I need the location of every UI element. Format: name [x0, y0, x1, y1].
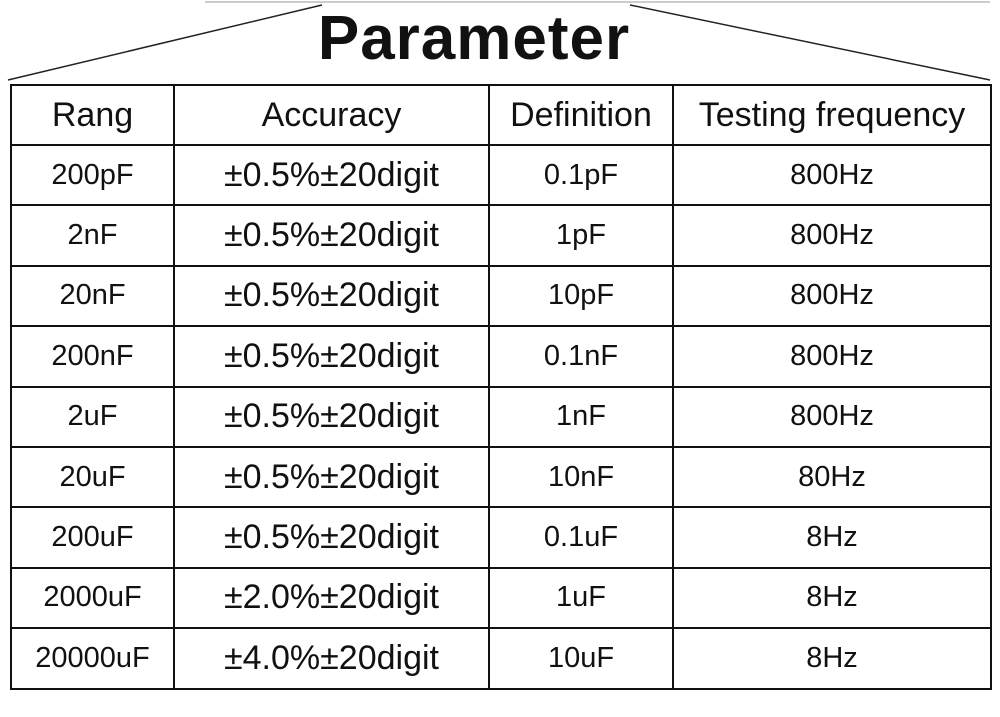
- table-cell: ±0.5%±20digit: [173, 264, 490, 328]
- table-cell: 10uF: [488, 627, 674, 690]
- table-cell: 0.1nF: [488, 325, 674, 388]
- title: Parameter: [317, 4, 631, 73]
- table-cell: 10nF: [488, 445, 674, 509]
- table-cell: 2uF: [10, 385, 175, 448]
- table-cell: ±0.5%±20digit: [173, 143, 490, 207]
- table-cell: 200pF: [10, 143, 175, 207]
- table-cell: ±0.5%±20digit: [173, 506, 490, 569]
- header-row: Rang Accuracy Definition Testing frequency: [10, 84, 992, 146]
- table-cell: ±4.0%±20digit: [173, 627, 490, 690]
- table-row: 200nF ±0.5%±20digit 0.1nF 800Hz: [10, 325, 992, 388]
- column-header: Definition: [488, 84, 674, 146]
- table-cell: 1uF: [488, 566, 674, 630]
- table-cell: 8Hz: [672, 506, 992, 569]
- table-cell: 2000uF: [10, 566, 175, 630]
- table-cell: 8Hz: [672, 627, 992, 690]
- table-cell: ±2.0%±20digit: [173, 566, 490, 630]
- table-cell: 2nF: [10, 204, 175, 267]
- roof-left: [7, 4, 323, 81]
- table-cell: 1pF: [488, 204, 674, 267]
- table-row: 2000uF ±2.0%±20digit 1uF 8Hz: [10, 566, 992, 630]
- table-cell: 8Hz: [672, 566, 992, 630]
- table-cell: ±0.5%±20digit: [173, 204, 490, 267]
- table-cell: 0.1pF: [488, 143, 674, 207]
- table-cell: 1nF: [488, 385, 674, 448]
- table-cell: 20nF: [10, 264, 175, 328]
- table-cell: 800Hz: [672, 264, 992, 328]
- table-cell: 800Hz: [672, 204, 992, 267]
- table-row: 2nF ±0.5%±20digit 1pF 800Hz: [10, 204, 992, 267]
- table-cell: 200uF: [10, 506, 175, 569]
- table-row: 20000uF ±4.0%±20digit 10uF 8Hz: [10, 627, 992, 690]
- table-cell: 200nF: [10, 325, 175, 388]
- table-body: 200pF ±0.5%±20digit 0.1pF 800Hz 2nF ±0.5%±20d…: [10, 143, 992, 690]
- table-cell: ±0.5%±20digit: [173, 325, 490, 388]
- table-cell: 20000uF: [10, 627, 175, 690]
- parameter-table: Rang Accuracy Definition Testing frequency …: [10, 84, 992, 690]
- table-row: 2uF ±0.5%±20digit 1nF 800Hz: [10, 385, 992, 448]
- table-cell: 80Hz: [672, 445, 992, 509]
- table-cell: 800Hz: [672, 143, 992, 207]
- table-row: 200pF ±0.5%±20digit 0.1pF 800Hz: [10, 143, 992, 207]
- table-cell: ±0.5%±20digit: [173, 445, 490, 509]
- column-header: Testing frequency: [672, 84, 992, 146]
- column-header: Accuracy: [173, 84, 490, 146]
- column-header: Rang: [10, 84, 175, 146]
- table-cell: ±0.5%±20digit: [173, 385, 490, 448]
- roof-right: [629, 4, 991, 81]
- table-cell: 800Hz: [672, 325, 992, 388]
- table-cell: 20uF: [10, 445, 175, 509]
- table-cell: 800Hz: [672, 385, 992, 448]
- table-row: 20uF ±0.5%±20digit 10nF 80Hz: [10, 445, 992, 509]
- table-cell: 10pF: [488, 264, 674, 328]
- table-cell: 0.1uF: [488, 506, 674, 569]
- table-row: 20nF ±0.5%±20digit 10pF 800Hz: [10, 264, 992, 328]
- roof: [7, 1, 991, 81]
- table-row: 200uF ±0.5%±20digit 0.1uF 8Hz: [10, 506, 992, 569]
